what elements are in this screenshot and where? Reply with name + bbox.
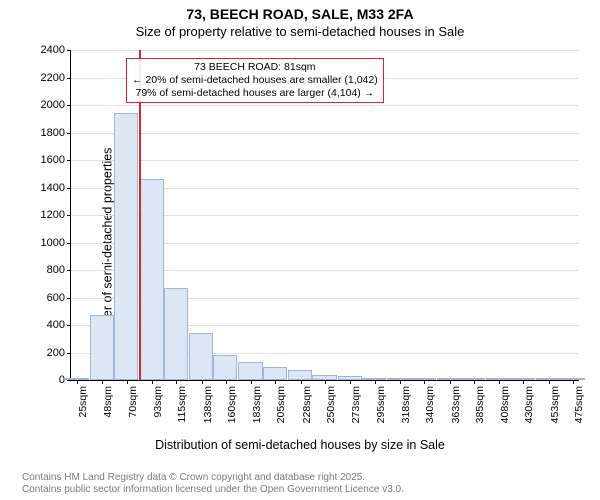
x-tick-label: 205sqm bbox=[275, 386, 287, 423]
y-tick-label: 2200 bbox=[27, 72, 65, 84]
gridline bbox=[71, 160, 579, 161]
annotation-box: 73 BEECH ROAD: 81sqm← 20% of semi-detach… bbox=[126, 58, 384, 103]
page-subtitle: Size of property relative to semi-detach… bbox=[0, 24, 600, 40]
x-tick-label: 93sqm bbox=[152, 386, 164, 418]
y-tick-label: 200 bbox=[27, 347, 65, 359]
x-tick-label: 160sqm bbox=[226, 386, 238, 423]
gridline bbox=[71, 133, 579, 134]
gridline bbox=[71, 105, 579, 106]
histogram-bar bbox=[213, 355, 237, 380]
y-tick-label: 1000 bbox=[27, 237, 65, 249]
attribution-footer: Contains HM Land Registry data © Crown c… bbox=[22, 472, 404, 496]
y-tick-mark bbox=[67, 215, 71, 216]
footer-line: Contains HM Land Registry data © Crown c… bbox=[22, 472, 404, 484]
x-tick-mark bbox=[102, 380, 103, 384]
x-tick-label: 115sqm bbox=[176, 386, 188, 423]
x-tick-mark bbox=[424, 380, 425, 384]
x-tick-label: 430sqm bbox=[523, 386, 535, 423]
x-tick-mark bbox=[127, 380, 128, 384]
y-tick-label: 0 bbox=[27, 374, 65, 386]
x-tick-label: 453sqm bbox=[549, 386, 561, 423]
histogram-bar bbox=[90, 315, 114, 380]
x-tick-mark bbox=[450, 380, 451, 384]
x-tick-label: 295sqm bbox=[375, 386, 387, 423]
x-tick-label: 385sqm bbox=[474, 386, 486, 423]
footer-line: Contains public sector information licen… bbox=[22, 484, 404, 496]
y-tick-mark bbox=[67, 270, 71, 271]
y-tick-label: 1400 bbox=[27, 182, 65, 194]
x-tick-label: 138sqm bbox=[202, 386, 214, 423]
histogram-bar bbox=[263, 367, 287, 380]
x-tick-mark bbox=[549, 380, 550, 384]
y-tick-mark bbox=[67, 105, 71, 106]
annotation-line: 73 BEECH ROAD: 81sqm bbox=[132, 61, 378, 74]
y-tick-mark bbox=[67, 298, 71, 299]
y-tick-label: 800 bbox=[27, 264, 65, 276]
x-tick-label: 228sqm bbox=[301, 386, 313, 423]
x-tick-mark bbox=[202, 380, 203, 384]
y-tick-mark bbox=[67, 188, 71, 189]
histogram-bar bbox=[164, 288, 188, 380]
y-tick-label: 2400 bbox=[27, 44, 65, 56]
histogram-chart: Number of semi-detached properties 02004… bbox=[0, 44, 600, 454]
y-tick-label: 600 bbox=[27, 292, 65, 304]
y-tick-mark bbox=[67, 353, 71, 354]
y-tick-label: 1200 bbox=[27, 209, 65, 221]
x-tick-label: 70sqm bbox=[127, 386, 139, 418]
y-tick-mark bbox=[67, 160, 71, 161]
x-tick-label: 48sqm bbox=[102, 386, 114, 418]
y-tick-mark bbox=[67, 133, 71, 134]
x-tick-mark bbox=[573, 380, 574, 384]
histogram-bar bbox=[114, 113, 138, 380]
x-tick-mark bbox=[523, 380, 524, 384]
x-tick-label: 408sqm bbox=[499, 386, 511, 423]
x-tick-mark bbox=[275, 380, 276, 384]
x-tick-label: 475sqm bbox=[573, 386, 585, 423]
x-axis-label: Distribution of semi-detached houses by … bbox=[0, 438, 600, 452]
x-tick-mark bbox=[251, 380, 252, 384]
y-tick-label: 1800 bbox=[27, 127, 65, 139]
y-tick-label: 400 bbox=[27, 319, 65, 331]
x-tick-mark bbox=[152, 380, 153, 384]
histogram-bar bbox=[288, 370, 312, 380]
x-tick-label: 363sqm bbox=[450, 386, 462, 423]
x-tick-label: 273sqm bbox=[350, 386, 362, 423]
gridline bbox=[71, 50, 579, 51]
page-title: 73, BEECH ROAD, SALE, M33 2FA bbox=[0, 6, 600, 24]
histogram-bar bbox=[139, 179, 163, 380]
y-tick-mark bbox=[67, 325, 71, 326]
y-tick-mark bbox=[67, 78, 71, 79]
y-tick-label: 1600 bbox=[27, 154, 65, 166]
x-tick-mark bbox=[350, 380, 351, 384]
x-tick-mark bbox=[325, 380, 326, 384]
plot-area: 0200400600800100012001400160018002000220… bbox=[70, 50, 579, 381]
x-tick-mark bbox=[400, 380, 401, 384]
y-tick-mark bbox=[67, 380, 71, 381]
x-tick-mark bbox=[176, 380, 177, 384]
y-tick-label: 2000 bbox=[27, 99, 65, 111]
x-tick-mark bbox=[77, 380, 78, 384]
title-block: 73, BEECH ROAD, SALE, M33 2FA Size of pr… bbox=[0, 0, 600, 40]
histogram-bar bbox=[238, 362, 262, 380]
x-tick-label: 25sqm bbox=[77, 386, 89, 418]
x-tick-mark bbox=[226, 380, 227, 384]
y-tick-mark bbox=[67, 243, 71, 244]
annotation-line: 79% of semi-detached houses are larger (… bbox=[132, 87, 378, 100]
x-tick-mark bbox=[499, 380, 500, 384]
x-tick-label: 340sqm bbox=[424, 386, 436, 423]
x-tick-label: 318sqm bbox=[400, 386, 412, 423]
annotation-line: ← 20% of semi-detached houses are smalle… bbox=[132, 74, 378, 87]
y-tick-mark bbox=[67, 50, 71, 51]
x-tick-mark bbox=[474, 380, 475, 384]
histogram-bar bbox=[189, 333, 213, 380]
x-tick-mark bbox=[375, 380, 376, 384]
x-tick-mark bbox=[301, 380, 302, 384]
x-tick-label: 250sqm bbox=[325, 386, 337, 423]
x-tick-label: 183sqm bbox=[251, 386, 263, 423]
